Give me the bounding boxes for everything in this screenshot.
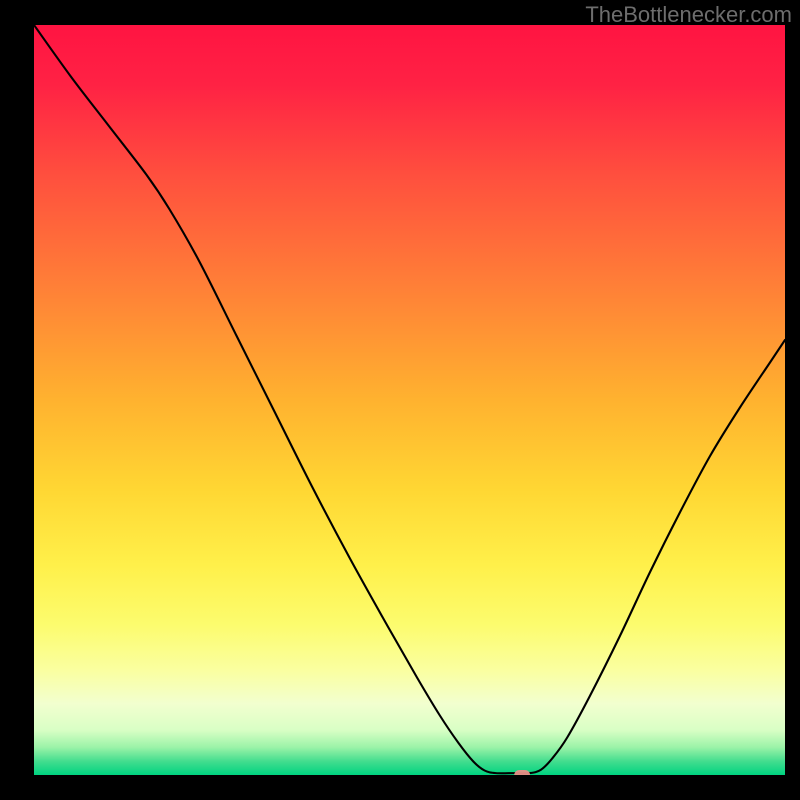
watermark-label: TheBottlenecker.com xyxy=(585,2,792,28)
bottleneck-curve-chart xyxy=(34,25,785,775)
chart-container: { "watermark": "TheBottlenecker.com", "c… xyxy=(0,0,800,800)
plot-area xyxy=(34,25,785,775)
optimal-point-marker xyxy=(514,770,530,775)
